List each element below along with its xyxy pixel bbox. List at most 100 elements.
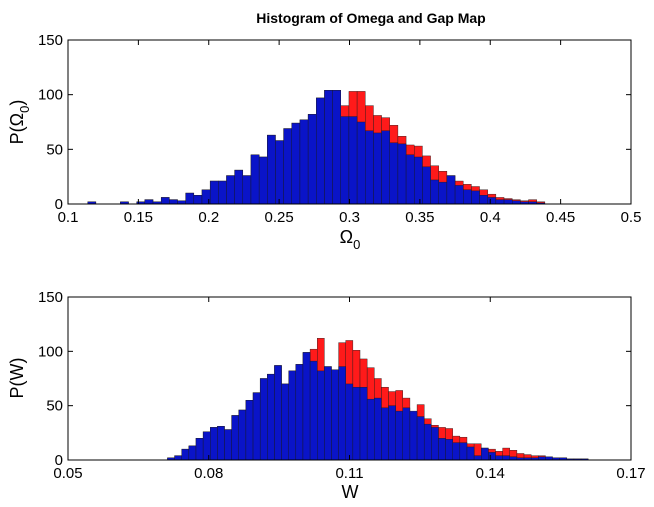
omega-ytick-label-3: 150 [38, 32, 63, 49]
w-bar-base-43 [473, 455, 482, 461]
omega-bar-base-34 [365, 130, 374, 205]
omega-bar-base-31 [340, 116, 350, 205]
w-bar-base-42 [466, 446, 475, 461]
w-bar-base-26 [352, 386, 361, 461]
w-bar-base-22 [324, 366, 332, 461]
omega-bar-base-17 [226, 175, 235, 205]
omega-bar-base-36 [381, 130, 390, 205]
w-bar-base-47 [502, 455, 510, 461]
omega-bar-base-45 [454, 185, 464, 205]
w-xtick-label-2: 0.11 [335, 465, 363, 482]
omega-histogram: 0.1 0.15 0.2 0.25 0.3 0.35 0.4 0.45 0.5 0 50 100 150… [7, 32, 641, 252]
omega-bar-base-41 [422, 166, 431, 205]
omega-bar-base-38 [397, 143, 407, 205]
w-ytick-label-0: 0 [55, 452, 63, 469]
w-bar-base-44 [481, 447, 489, 461]
w-bar-base-38 [438, 438, 446, 461]
w-bar-base-46 [495, 455, 503, 461]
w-bar-base-11 [245, 400, 254, 461]
omega-xtick-label-3: 0.25 [265, 209, 294, 226]
w-xtick-label-1: 0.08 [194, 465, 223, 482]
omega-bar-base-42 [430, 179, 439, 205]
omega-xtick-label-7: 0.45 [546, 209, 575, 226]
omega-xtick-label-0: 0.1 [58, 209, 79, 226]
w-bar-base-15 [274, 365, 282, 461]
w-y-label: P(W) [7, 358, 27, 399]
omega-bar-base-21 [258, 156, 268, 205]
w-bar-base-25 [345, 383, 354, 461]
w-x-label: W [342, 482, 359, 502]
omega-bar-base-35 [373, 132, 382, 205]
w-bar-base-10 [238, 409, 247, 461]
w-ticks: 0.05 0.08 0.11 0.14 0.17 0 50 100 150 [38, 289, 646, 482]
w-bar-base-9 [231, 415, 239, 461]
omega-x-label: Ω0 [340, 227, 361, 252]
w-bar-base-33 [402, 407, 411, 461]
w-bar-base-29 [374, 397, 382, 461]
w-bar-base-32 [395, 410, 403, 461]
w-bar-base-28 [366, 398, 375, 461]
w-bar-base-30 [381, 407, 389, 461]
omega-bar-base-24 [283, 128, 292, 205]
omega-bar-base-40 [414, 156, 423, 205]
omega-bar-base-27 [307, 114, 317, 205]
omega-bar-base-32 [348, 116, 358, 205]
w-bar-base-7 [217, 426, 225, 461]
omega-bar-base-33 [356, 121, 366, 205]
omega-xtick-label-2: 0.2 [198, 209, 219, 226]
figure-title: Histogram of Omega and Gap Map [256, 10, 485, 26]
w-bar-base-8 [224, 429, 232, 461]
omega-bar-base-46 [463, 189, 472, 205]
w-bar-base-21 [317, 370, 325, 461]
omega-bar-base-28 [316, 97, 325, 205]
w-histogram: 0.05 0.08 0.11 0.14 0.17 0 50 100 150 W P(W) [7, 289, 646, 502]
w-bar-base-40 [452, 442, 461, 461]
omega-bar-base-20 [250, 154, 260, 205]
w-bar-base-4 [195, 438, 204, 461]
omega-bar-base-29 [324, 90, 333, 205]
omega-bar-base-22 [267, 134, 276, 205]
omega-ticks: 0.1 0.15 0.2 0.25 0.3 0.35 0.4 0.45 0.5 0 50 100 150 [38, 32, 641, 226]
omega-bar-base-9 [160, 197, 170, 205]
w-bar-base-34 [409, 410, 418, 461]
w-bar-base-45 [488, 452, 496, 461]
omega-ytick-label-1: 50 [46, 141, 63, 158]
omega-bar-base-7 [144, 199, 154, 205]
w-xtick-label-3: 0.14 [476, 465, 505, 482]
w-ytick-label-1: 50 [46, 398, 63, 415]
w-bar-base-41 [459, 442, 468, 461]
omega-ytick-label-2: 100 [38, 87, 63, 104]
w-bar-base-19 [302, 352, 311, 461]
w-bar-base-14 [267, 373, 275, 461]
w-bar-base-2 [181, 448, 190, 461]
w-bar-base-1 [174, 455, 182, 461]
w-bar-base-20 [309, 360, 318, 461]
w-bar-base-39 [445, 439, 453, 461]
w-bar-base-16 [281, 383, 289, 461]
omega-bar-base-51 [503, 199, 513, 205]
omega-bars [87, 90, 546, 205]
w-bar-base-18 [295, 364, 304, 461]
w-bar-base-24 [338, 366, 346, 461]
w-bar-base-12 [252, 392, 261, 461]
omega-bar-base-13 [193, 195, 203, 205]
omega-bar-base-15 [209, 180, 219, 205]
omega-bar-base-43 [438, 181, 448, 205]
omega-xtick-label-1: 0.15 [124, 209, 153, 226]
omega-ytick-label-0: 0 [55, 196, 63, 213]
omega-xtick-label-4: 0.3 [339, 209, 360, 226]
omega-y-label: P(Ω0) [7, 100, 32, 145]
omega-bar-base-16 [218, 180, 227, 205]
omega-xtick-label-5: 0.35 [405, 209, 434, 226]
w-bar-base-23 [331, 369, 339, 461]
w-bar-base-17 [288, 370, 297, 461]
w-bar-base-31 [388, 405, 396, 461]
omega-bar-base-47 [471, 190, 480, 205]
omega-bar-base-49 [487, 197, 497, 205]
w-xtick-label-4: 0.17 [616, 465, 645, 482]
omega-bar-base-30 [332, 90, 341, 205]
w-xtick-label-0: 0.05 [53, 465, 82, 482]
omega-bar-base-37 [389, 142, 399, 205]
omega-bar-base-44 [446, 175, 456, 205]
